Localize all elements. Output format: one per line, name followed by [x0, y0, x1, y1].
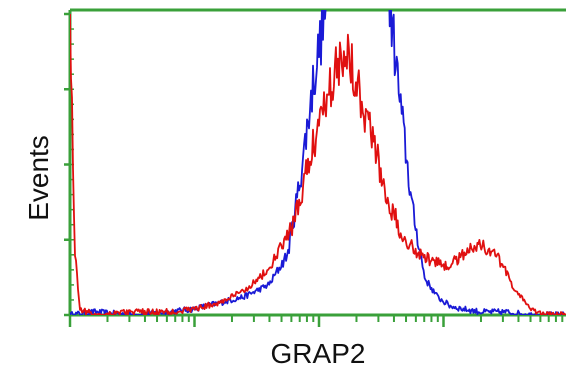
series-blue-line: [70, 10, 566, 315]
series-layer: [70, 10, 566, 315]
x-axis-label: GRAP2: [271, 338, 366, 369]
series-red-line: [70, 13, 566, 315]
axes-group: [64, 8, 566, 327]
y-axis-label: Events: [23, 135, 54, 221]
